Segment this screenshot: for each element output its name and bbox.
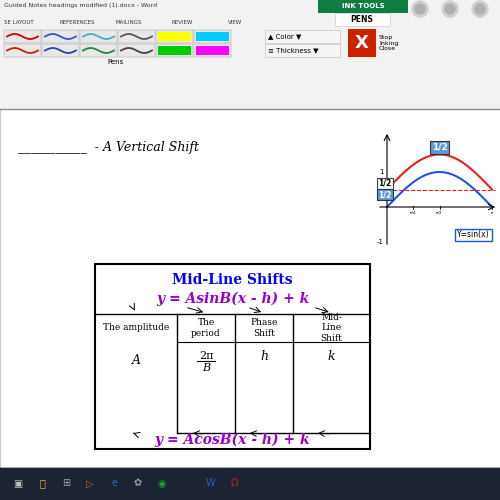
Text: Stop
Inking
Close: Stop Inking Close — [379, 34, 398, 51]
Text: ⊞: ⊞ — [62, 478, 70, 488]
FancyBboxPatch shape — [196, 32, 229, 41]
Text: e: e — [111, 478, 117, 488]
Text: VIEW: VIEW — [228, 20, 242, 25]
Text: X: X — [355, 34, 369, 52]
Text: The
period: The period — [191, 318, 221, 338]
Text: 1/2: 1/2 — [378, 179, 392, 188]
Text: ≡ Thickness ▼: ≡ Thickness ▼ — [268, 48, 318, 54]
Text: Y=sin(x): Y=sin(x) — [458, 230, 490, 239]
FancyBboxPatch shape — [375, 129, 500, 249]
Text: Pens: Pens — [107, 59, 123, 65]
Text: π/2: π/2 — [436, 211, 443, 215]
Text: 🗀: 🗀 — [39, 478, 45, 488]
Text: h: h — [260, 350, 268, 362]
Text: 1/2: 1/2 — [378, 190, 392, 199]
Circle shape — [445, 4, 455, 14]
Text: 1: 1 — [380, 169, 384, 175]
Text: Ω: Ω — [230, 478, 237, 488]
Text: π/4: π/4 — [410, 211, 416, 215]
Text: SE LAYOUT: SE LAYOUT — [4, 20, 34, 25]
Text: -1: -1 — [377, 239, 384, 245]
Text: REVIEW: REVIEW — [172, 20, 194, 25]
Text: y = AcosB(x - h) + k: y = AcosB(x - h) + k — [154, 433, 310, 447]
FancyBboxPatch shape — [4, 30, 41, 43]
FancyBboxPatch shape — [194, 44, 231, 57]
Text: 1/2: 1/2 — [432, 143, 448, 152]
FancyBboxPatch shape — [158, 32, 191, 41]
FancyBboxPatch shape — [265, 30, 340, 43]
FancyBboxPatch shape — [158, 46, 191, 55]
FancyBboxPatch shape — [156, 44, 193, 57]
Text: ▲ Color ▼: ▲ Color ▼ — [268, 34, 302, 40]
FancyBboxPatch shape — [118, 30, 155, 43]
Text: π: π — [491, 211, 493, 215]
Text: REFERENCES: REFERENCES — [60, 20, 96, 25]
Text: Mid-
Line
Shift: Mid- Line Shift — [320, 313, 342, 343]
FancyBboxPatch shape — [42, 30, 79, 43]
FancyBboxPatch shape — [80, 30, 117, 43]
FancyBboxPatch shape — [0, 0, 500, 109]
Text: 2π: 2π — [199, 351, 213, 361]
FancyBboxPatch shape — [118, 44, 155, 57]
FancyBboxPatch shape — [4, 44, 41, 57]
Circle shape — [412, 1, 428, 17]
Circle shape — [415, 4, 425, 14]
FancyBboxPatch shape — [95, 264, 370, 449]
Text: k: k — [328, 350, 336, 362]
FancyBboxPatch shape — [0, 109, 500, 467]
Text: ___________  - A Vertical Shift: ___________ - A Vertical Shift — [18, 140, 199, 153]
FancyBboxPatch shape — [156, 30, 193, 43]
Circle shape — [442, 1, 458, 17]
Circle shape — [472, 1, 488, 17]
FancyBboxPatch shape — [265, 44, 340, 57]
Text: ▷: ▷ — [86, 478, 94, 488]
Text: Phase
Shift: Phase Shift — [250, 318, 278, 338]
FancyBboxPatch shape — [196, 46, 229, 55]
FancyBboxPatch shape — [348, 29, 376, 57]
Text: MAILINGS: MAILINGS — [116, 20, 142, 25]
Text: Guided Notes headings modified (1).docx - Word: Guided Notes headings modified (1).docx … — [4, 4, 157, 8]
FancyBboxPatch shape — [0, 467, 500, 500]
Text: y = AsinB(x - h) + k: y = AsinB(x - h) + k — [156, 292, 309, 306]
Text: W: W — [205, 478, 215, 488]
Text: B: B — [202, 363, 210, 373]
Text: ◉: ◉ — [158, 478, 166, 488]
Text: ✿: ✿ — [134, 478, 142, 488]
FancyBboxPatch shape — [318, 0, 408, 13]
Text: INK TOOLS: INK TOOLS — [342, 4, 384, 10]
FancyBboxPatch shape — [335, 13, 390, 26]
Text: ▣: ▣ — [14, 478, 22, 488]
Circle shape — [475, 4, 485, 14]
FancyBboxPatch shape — [42, 44, 79, 57]
Text: ●: ● — [254, 478, 262, 488]
Text: Mid-Line Shifts: Mid-Line Shifts — [172, 273, 293, 287]
Text: PENS: PENS — [350, 15, 374, 24]
Text: The amplitude: The amplitude — [103, 324, 169, 332]
FancyBboxPatch shape — [194, 30, 231, 43]
Text: A: A — [132, 354, 140, 366]
FancyBboxPatch shape — [80, 44, 117, 57]
